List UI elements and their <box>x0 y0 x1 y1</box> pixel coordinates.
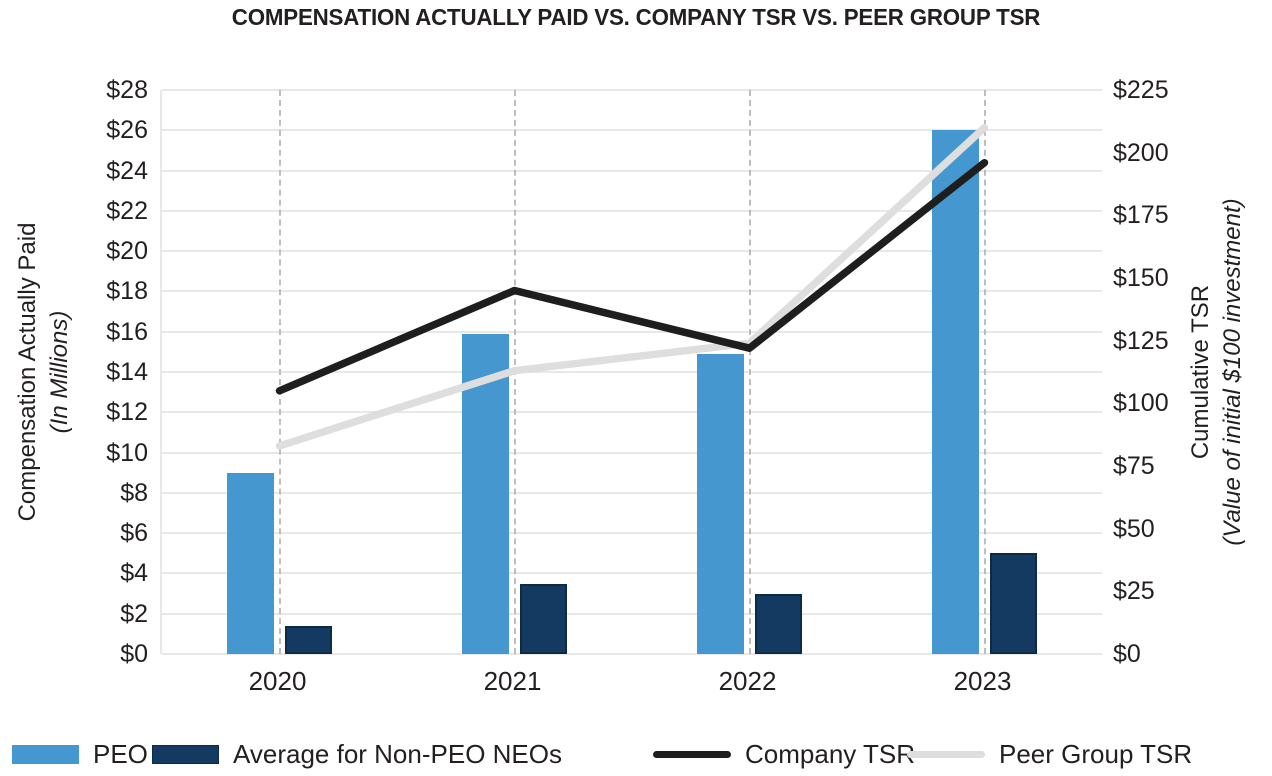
legend: PEO Average for Non-PEO NEOs Company TSR Pe… <box>0 736 1272 772</box>
left-axis-tick-label: $2 <box>120 599 148 628</box>
dashed-year-guide <box>748 90 751 654</box>
legend-label-company-tsr: Company TSR <box>745 738 916 769</box>
left-axis-ticks: $0 $2 $4 $6 $8 $10 $12 $14 $16 $18 $20 $22 $24 $26 $28 <box>0 76 148 668</box>
left-axis-tick-label: $10 <box>106 438 148 467</box>
gridline <box>162 330 1102 333</box>
left-axis-tick-label: $16 <box>106 317 148 346</box>
x-axis-label: 2023 <box>953 666 1012 696</box>
legend-swatch-company-tsr <box>653 750 731 758</box>
left-axis-tick-label: $4 <box>120 559 148 588</box>
right-axis-tick-label: $200 <box>1113 138 1169 167</box>
legend-item-peo: PEO <box>12 736 148 772</box>
gridline <box>162 411 1102 414</box>
x-axis-label: 2022 <box>718 666 777 696</box>
bar-non-peo-neos-2020 <box>284 625 332 654</box>
bar-non-peo-neos-2023 <box>989 553 1037 654</box>
gridline <box>162 209 1102 212</box>
legend-item-peer-group-tsr: Peer Group TSR <box>907 736 1192 772</box>
bar-peo-2021 <box>461 333 509 654</box>
left-axis-tick-label: $20 <box>106 237 148 266</box>
legend-label-non-peo-neos: Average for Non-PEO NEOs <box>233 738 562 769</box>
bar-peo-2023 <box>931 130 979 654</box>
gridline <box>162 250 1102 253</box>
left-axis-tick-label: $22 <box>106 196 148 225</box>
dashed-year-guide <box>278 90 281 654</box>
left-axis-tick-label: $0 <box>120 640 148 668</box>
gridline <box>162 532 1102 535</box>
gridline <box>162 653 1102 655</box>
x-axis-label: 2020 <box>248 666 307 696</box>
right-axis-subtitle: (Value of initial $100 investment) <box>1219 198 1246 546</box>
gridline <box>162 612 1102 615</box>
legend-item-company-tsr: Company TSR <box>653 736 915 772</box>
gridline <box>162 572 1102 575</box>
line-company-tsr <box>275 158 989 395</box>
bar-non-peo-neos-2022 <box>754 593 802 654</box>
gridline <box>162 129 1102 132</box>
right-axis-tick-label: $75 <box>1113 452 1155 480</box>
bar-peo-2020 <box>226 472 274 654</box>
line-peer-group-tsr <box>275 123 989 450</box>
line-layer <box>275 123 989 450</box>
right-axis-tick-label: $225 <box>1113 76 1169 104</box>
right-axis-title: Cumulative TSR (Value of initial $100 in… <box>1185 198 1249 545</box>
left-axis-tick-label: $18 <box>106 277 148 306</box>
right-axis-ticks: $0 $25 $50 $75 $100 $125 $150 $175 $200 $225 <box>1113 76 1243 668</box>
right-axis-tick-label: $0 <box>1113 640 1141 668</box>
left-axis-tick-label: $28 <box>106 76 148 104</box>
right-axis-tick-label: $175 <box>1113 201 1169 230</box>
right-axis-tick-label: $50 <box>1113 514 1155 543</box>
bar-non-peo-neos-2021 <box>519 583 567 654</box>
legend-swatch-non-peo-neos <box>152 744 219 764</box>
gridline <box>162 371 1102 373</box>
legend-swatch-peer-group-tsr <box>907 750 985 758</box>
left-axis-tick-label: $26 <box>106 116 148 145</box>
dashed-year-guide <box>983 90 986 654</box>
left-axis-tick-label: $14 <box>106 358 148 386</box>
x-axis-labels: 2020 2021 2022 2023 <box>160 666 1100 700</box>
chart-title: COMPENSATION ACTUALLY PAID VS. COMPANY T… <box>231 4 1041 30</box>
x-axis-label: 2021 <box>483 666 542 696</box>
left-axis-tick-label: $24 <box>106 156 148 185</box>
plot-area <box>160 89 1102 655</box>
right-axis-tick-label: $125 <box>1113 326 1169 355</box>
legend-label-peo: PEO <box>93 738 148 769</box>
right-axis-title-line: Cumulative TSR <box>1187 284 1214 460</box>
gridline <box>162 491 1102 494</box>
left-axis-tick-label: $8 <box>120 478 148 507</box>
gridline <box>162 169 1102 172</box>
legend-label-peer-group-tsr: Peer Group TSR <box>999 738 1193 769</box>
gridline <box>162 451 1102 454</box>
right-axis-tick-label: $100 <box>1113 389 1169 418</box>
legend-swatch-peo <box>12 744 79 764</box>
bar-peo-2022 <box>696 353 744 654</box>
legend-item-non-peo-neos: Average for Non-PEO NEOs <box>152 736 562 772</box>
left-axis-tick-label: $12 <box>106 398 148 427</box>
gridline <box>162 290 1102 293</box>
gridline <box>162 89 1102 91</box>
right-axis-tick-label: $150 <box>1113 264 1169 292</box>
right-axis-tick-label: $25 <box>1113 577 1155 606</box>
left-axis-tick-label: $6 <box>120 519 148 548</box>
